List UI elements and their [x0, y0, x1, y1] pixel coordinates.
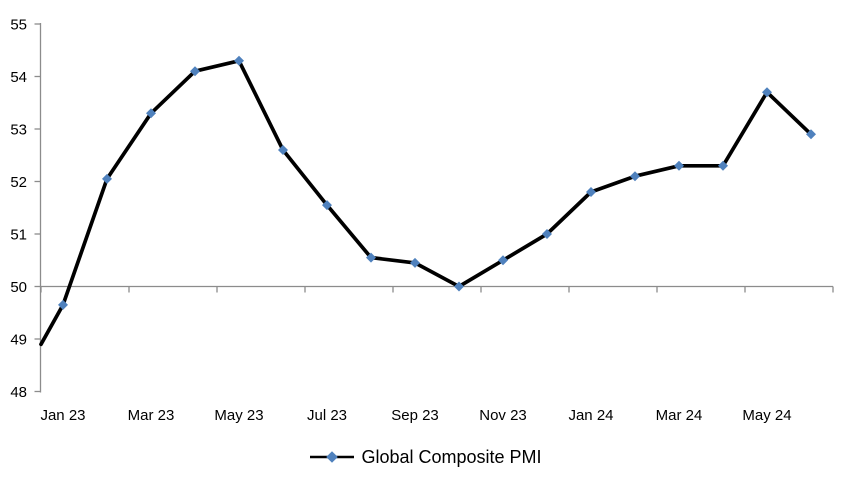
y-tick-label: 54 [10, 69, 27, 86]
y-tick-label: 55 [10, 17, 27, 34]
y-tick-label: 52 [10, 174, 27, 191]
x-tick-label: May 24 [742, 407, 791, 424]
data-point-marker [454, 281, 464, 292]
x-tick-label: Sep 23 [391, 407, 439, 424]
data-point-marker [762, 87, 772, 98]
x-tick-label: Nov 23 [479, 407, 527, 424]
data-point-marker [58, 299, 68, 310]
y-tick-label: 53 [10, 122, 27, 139]
legend-label: Global Composite PMI [361, 446, 542, 467]
data-point-marker [674, 160, 684, 171]
x-tick-label: Mar 24 [656, 407, 703, 424]
data-point-marker [630, 171, 640, 182]
data-point-marker [410, 257, 420, 268]
y-tick-label: 48 [10, 384, 27, 401]
data-point-marker [498, 255, 508, 266]
data-point-marker [806, 129, 816, 140]
data-point-marker [146, 108, 156, 119]
data-point-marker [542, 229, 552, 239]
legend-diamond-marker-icon [326, 451, 339, 463]
y-tick-label: 51 [10, 227, 27, 244]
x-tick-label: Mar 23 [128, 407, 175, 424]
x-tick-label: Jul 23 [307, 407, 347, 424]
x-tick-label: Jan 23 [40, 407, 85, 424]
data-point-marker [234, 55, 244, 66]
data-point-marker [190, 66, 200, 77]
data-point-marker [322, 200, 332, 211]
x-tick-label: May 23 [214, 407, 263, 424]
chart-canvas: 48 49 50 51 52 53 54 55 Jan 23 Mar 23 May 23 Jul 23… [10, 17, 834, 424]
data-point-marker [102, 173, 112, 184]
data-point-marker [586, 187, 596, 197]
legend: Global Composite PMI [0, 444, 852, 470]
data-point-marker [366, 252, 376, 263]
y-tick-label: 49 [10, 332, 27, 349]
data-point-marker [718, 160, 728, 171]
x-tick-label: Jan 24 [568, 407, 613, 424]
series-line [39, 58, 813, 347]
legend-series-swatch [310, 451, 355, 463]
data-point-marker [278, 145, 288, 155]
y-tick-label: 50 [10, 279, 27, 296]
